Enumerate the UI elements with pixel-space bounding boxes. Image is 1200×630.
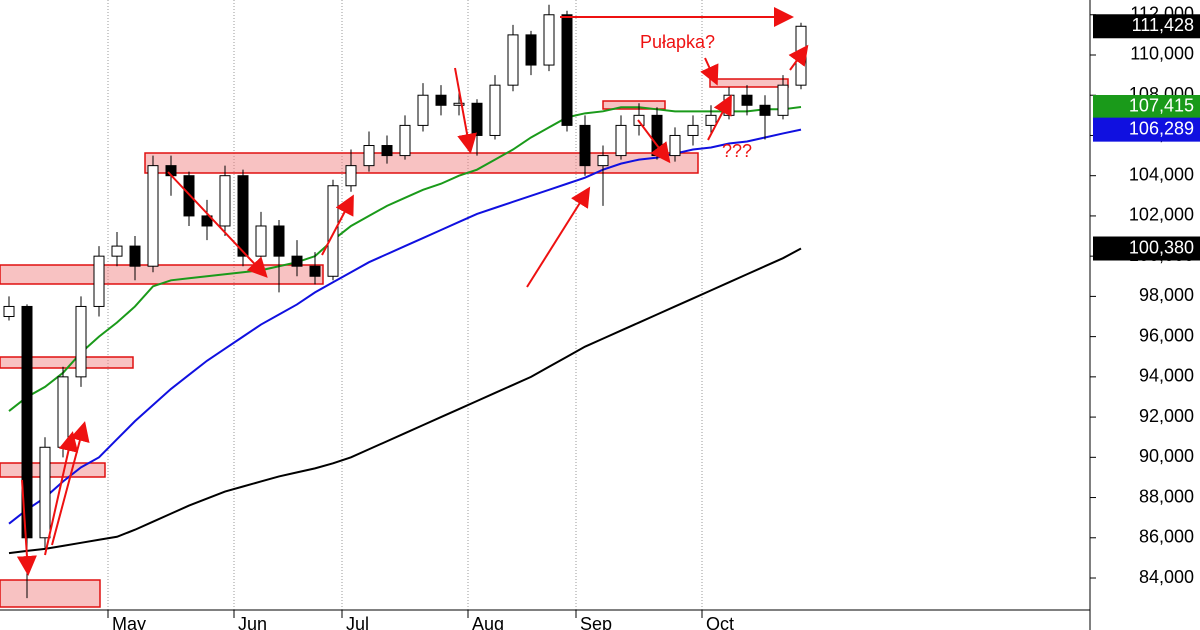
grid <box>107 0 703 610</box>
x-tick-label: Sep <box>580 614 612 630</box>
arrow <box>788 44 809 71</box>
candle-body <box>309 265 321 277</box>
y-tick-label: 96,000 <box>1139 325 1194 345</box>
zone <box>0 462 106 478</box>
arrow <box>526 186 591 288</box>
zone <box>0 356 134 369</box>
candle-body <box>669 134 681 157</box>
candle-body <box>93 255 105 307</box>
annotation-arrows <box>16 7 809 576</box>
candle-body <box>399 124 411 157</box>
candle-body <box>129 245 141 267</box>
y-tick-label: 92,000 <box>1139 406 1194 426</box>
arrow <box>16 479 37 576</box>
candle-body <box>759 104 771 116</box>
price-box <box>1093 117 1200 142</box>
candle-body <box>687 124 699 136</box>
candle-body <box>219 175 231 227</box>
candle-body <box>507 34 519 86</box>
candle-body <box>75 305 87 378</box>
candle-body <box>237 175 249 257</box>
price-box <box>1093 14 1200 39</box>
price-box <box>1093 236 1200 261</box>
candle-body <box>3 305 15 318</box>
candle-body <box>39 446 51 539</box>
candle-body <box>597 155 609 167</box>
y-tick-label: 84,000 <box>1139 567 1194 587</box>
candle-body <box>777 84 789 116</box>
candle-body <box>111 245 123 257</box>
line <box>8 128 802 525</box>
zone <box>0 579 101 608</box>
y-tick-label: 98,000 <box>1139 285 1194 305</box>
zone <box>602 100 666 110</box>
y-tick-label: 110,000 <box>1130 44 1194 64</box>
candle-body <box>525 34 537 66</box>
x-tick-label: Jul <box>346 614 369 630</box>
candle-body <box>741 94 753 106</box>
price-box <box>1093 94 1200 119</box>
arrow <box>637 119 671 164</box>
plot <box>3 4 807 599</box>
price-label: 106,289 <box>1129 118 1194 138</box>
y-tick-label: 94,000 <box>1139 366 1194 386</box>
y-tick-label: 86,000 <box>1139 527 1194 547</box>
candle-body <box>561 14 573 126</box>
x-tick-label: Oct <box>706 614 734 630</box>
candle-body <box>345 165 357 187</box>
candle-body <box>489 84 501 136</box>
y-tick-label: 102,000 <box>1129 205 1194 225</box>
candle-body <box>147 165 159 267</box>
candle-body <box>453 102 465 106</box>
zone <box>709 78 789 88</box>
candle-body <box>705 114 717 126</box>
line <box>8 106 802 412</box>
candle-body <box>201 215 213 227</box>
arrow <box>454 67 477 154</box>
axis-labels: May Jun Jul Aug Sep Oct 84,000 86,000 88,000 90,0… <box>107 4 1200 630</box>
candle-body <box>381 145 393 157</box>
candle-body <box>255 225 267 257</box>
price-label: 100,380 <box>1129 237 1194 257</box>
x-tick-label: May <box>112 614 146 630</box>
zone <box>144 152 699 174</box>
annotation: Pułapka? <box>640 32 715 52</box>
candle-body <box>21 305 33 539</box>
candle-body <box>363 145 375 167</box>
candle-body <box>471 102 483 136</box>
candle-body <box>57 376 69 448</box>
candle-body <box>183 175 195 217</box>
candle-body <box>291 255 303 267</box>
arrow <box>707 94 732 141</box>
arrow <box>321 194 354 256</box>
x-tick-label: Aug <box>472 614 504 630</box>
arrow <box>700 57 719 86</box>
y-tick-label: 104,000 <box>1129 164 1194 184</box>
candle-body <box>273 225 285 257</box>
y-tick-label: 88,000 <box>1139 486 1194 506</box>
price-label: 107,415 <box>1129 96 1194 116</box>
candle-body <box>543 14 555 66</box>
arrow <box>44 431 79 556</box>
arrow <box>167 171 268 278</box>
candle-body <box>417 94 429 126</box>
annotation-zones <box>0 78 789 608</box>
candle-body <box>579 124 591 167</box>
candle-body <box>435 94 447 106</box>
y-tick-label: 90,000 <box>1139 446 1194 466</box>
candle-body <box>615 124 627 157</box>
line <box>8 247 802 555</box>
x-tick-label: Jun <box>238 614 267 630</box>
annotation: ??? <box>722 141 752 161</box>
candle-body <box>327 185 339 277</box>
arrow <box>51 421 90 546</box>
price-label: 111,428 <box>1132 15 1194 35</box>
